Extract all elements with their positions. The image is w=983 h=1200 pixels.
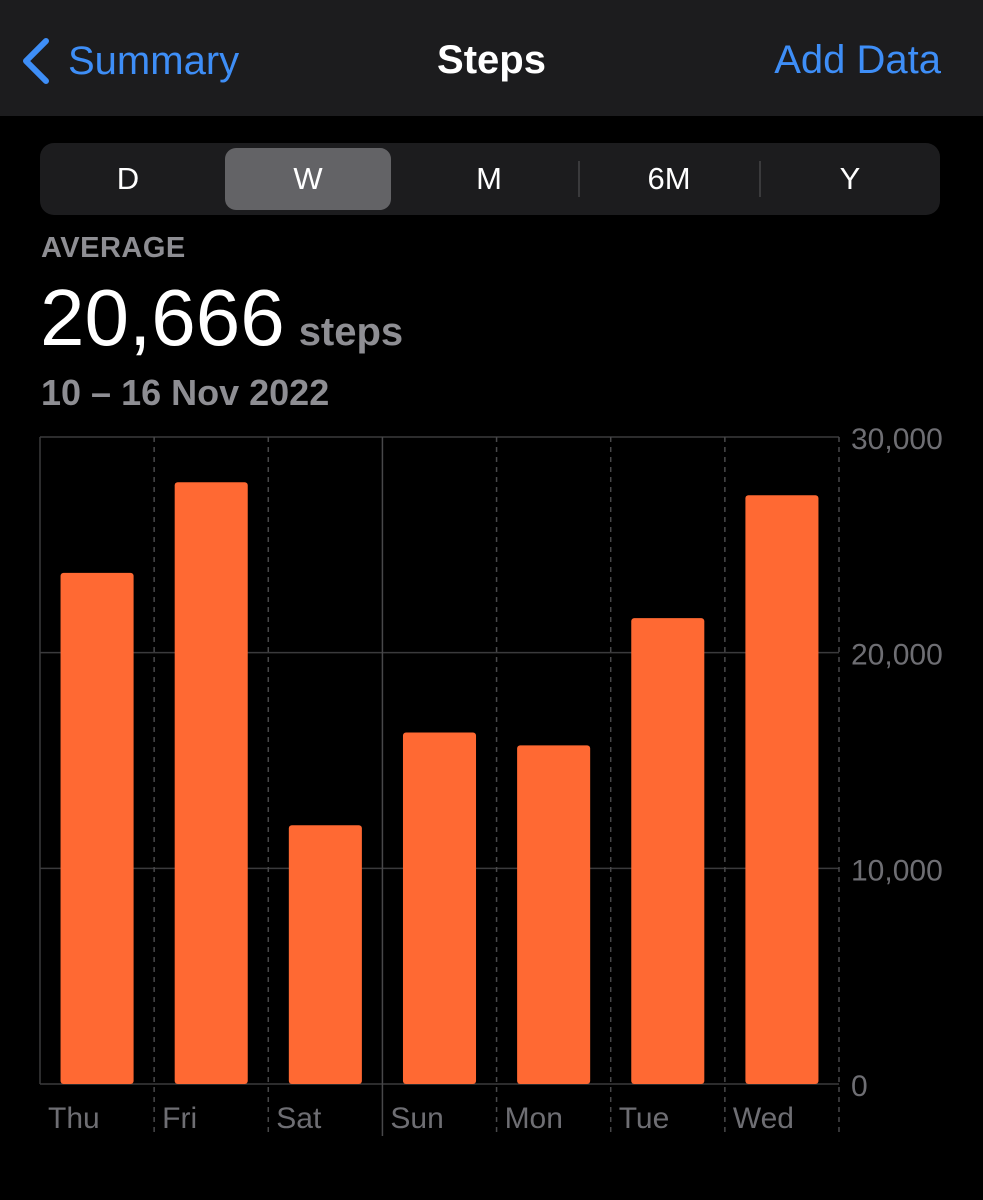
average-value-row: 20,666 steps xyxy=(40,272,403,364)
segment-week[interactable]: W xyxy=(225,148,391,210)
steps-bar-chart[interactable]: Thu Fri Sat Sun Mon Tue Wed 0 10,000 20,000 30,000 xyxy=(0,420,983,1150)
y-tick-label: 0 xyxy=(851,1070,868,1103)
average-unit: steps xyxy=(298,310,404,354)
navigation-bar: Summary Steps Add Data xyxy=(0,0,983,116)
back-button-label: Summary xyxy=(68,38,240,83)
add-data-button[interactable]: Add Data xyxy=(774,38,941,82)
segment-day[interactable]: D xyxy=(116,161,140,196)
bar-thu xyxy=(60,572,134,1084)
x-tick-label: Tue xyxy=(619,1102,670,1135)
y-tick-label: 20,000 xyxy=(851,639,943,672)
date-range: 10 – 16 Nov 2022 xyxy=(41,372,330,413)
time-range-selector: D W M 6M Y xyxy=(40,143,940,215)
bar-fri xyxy=(174,482,248,1084)
chevron-left-icon xyxy=(23,38,49,84)
bar-wed xyxy=(745,495,819,1085)
y-tick-label: 30,000 xyxy=(851,423,943,456)
x-tick-label: Mon xyxy=(505,1102,563,1135)
x-tick-label: Wed xyxy=(733,1102,794,1135)
x-tick-label: Fri xyxy=(162,1102,197,1135)
average-label: AVERAGE xyxy=(41,232,186,264)
x-tick-label: Sat xyxy=(276,1102,322,1135)
segment-divider xyxy=(578,161,580,197)
average-value: 20,666 xyxy=(40,273,285,362)
bar-tue xyxy=(631,618,705,1084)
segment-six-months[interactable]: 6M xyxy=(647,161,691,196)
x-tick-label: Sun xyxy=(390,1102,443,1135)
y-tick-label: 10,000 xyxy=(851,854,943,887)
segment-year[interactable]: Y xyxy=(839,161,861,196)
back-button[interactable]: Summary xyxy=(20,30,239,92)
segment-month[interactable]: M xyxy=(476,161,502,196)
bar-mon xyxy=(517,745,591,1084)
bar-sun xyxy=(402,732,477,1084)
segment-divider xyxy=(759,161,761,197)
x-tick-label: Thu xyxy=(48,1102,100,1135)
bar-sat xyxy=(288,825,362,1084)
